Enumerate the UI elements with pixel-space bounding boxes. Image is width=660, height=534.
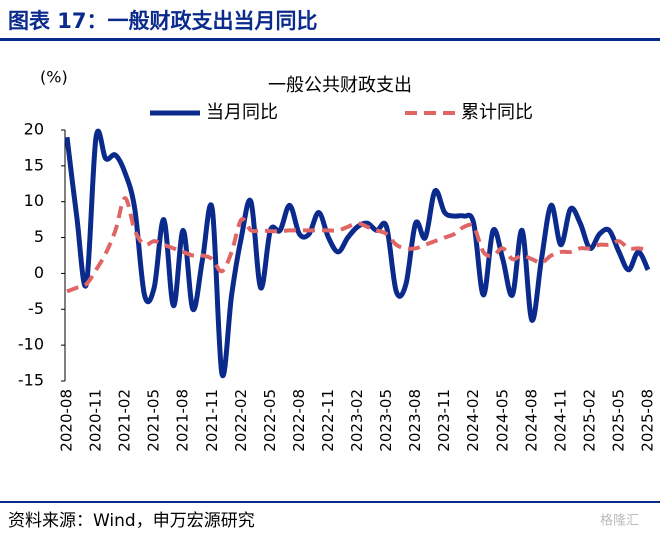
- x-tick-label: 2024-05: [493, 389, 511, 452]
- x-tick-label: 2020-08: [58, 389, 76, 452]
- series-line: [66, 196, 649, 294]
- legend-label: 当月同比: [206, 102, 278, 123]
- x-tick-label: 2021-02: [116, 389, 134, 452]
- x-tick-label: 2022-02: [232, 389, 250, 452]
- header-title: 图表 17：一般财政支出当月同比: [8, 9, 318, 33]
- x-tick-label: 2023-11: [435, 389, 453, 452]
- x-tick-label: 2022-11: [319, 389, 337, 452]
- x-tick-label: 2025-05: [609, 389, 627, 452]
- x-tick-label: 2023-08: [406, 389, 424, 452]
- x-tick-label: 2025-08: [639, 389, 657, 452]
- x-tick-label: 2025-02: [580, 389, 598, 452]
- source: 资料来源：Wind，申万宏源研究: [8, 511, 255, 531]
- x-tick-label: 2022-05: [261, 389, 279, 452]
- y-tick-label: -15: [18, 371, 44, 390]
- header-rule: [0, 38, 660, 41]
- x-tick-label: 2024-11: [551, 389, 569, 452]
- watermark: 格隆汇: [600, 513, 639, 529]
- y-tick-label: -10: [18, 335, 44, 354]
- y-tick-label: 15: [24, 155, 44, 174]
- x-tick-label: 2024-08: [522, 389, 540, 452]
- y-unit: (%): [40, 68, 68, 87]
- x-tick-label: 2023-02: [348, 389, 366, 452]
- y-tick-label: -5: [28, 299, 44, 318]
- x-tick-label: 2021-05: [145, 389, 163, 452]
- y-tick-label: 20: [24, 120, 44, 139]
- x-tick-label: 2022-08: [290, 389, 308, 452]
- x-tick-label: 2023-05: [377, 389, 395, 452]
- y-tick-label: 0: [34, 263, 44, 282]
- y-tick-label: 5: [34, 227, 44, 246]
- x-tick-label: 2021-11: [203, 389, 221, 452]
- legend-label: 累计同比: [461, 102, 533, 123]
- series-line: [64, 128, 651, 379]
- x-tick-label: 2024-02: [464, 389, 482, 452]
- y-tick-label: 10: [24, 191, 44, 210]
- chart-title: 一般公共财政支出: [268, 75, 412, 96]
- footer-rule: [0, 501, 660, 503]
- x-tick-label: 2021-08: [174, 389, 192, 452]
- x-tick-label: 2020-11: [87, 389, 105, 452]
